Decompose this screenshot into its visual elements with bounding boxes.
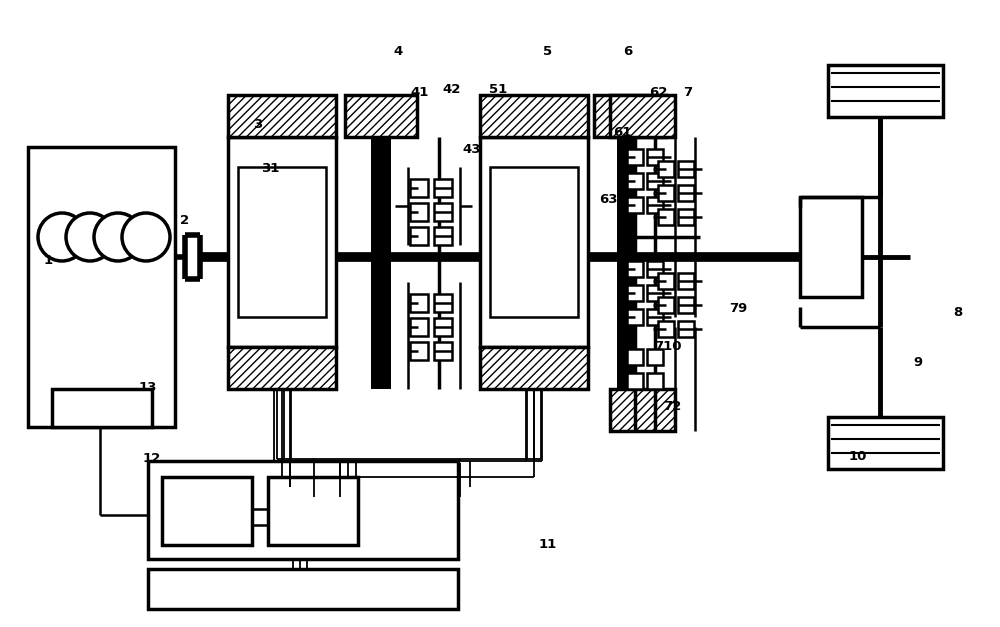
- Bar: [627, 261, 643, 277]
- Text: 4: 4: [393, 45, 403, 58]
- Bar: [627, 285, 643, 301]
- Bar: [678, 185, 694, 201]
- Bar: [828, 417, 943, 469]
- Bar: [52, 389, 152, 427]
- Text: 62: 62: [649, 87, 667, 99]
- Bar: [678, 161, 694, 177]
- Text: 1: 1: [43, 254, 53, 266]
- Bar: [647, 173, 663, 189]
- Text: 42: 42: [443, 83, 461, 95]
- Bar: [434, 227, 452, 245]
- Bar: [480, 347, 588, 389]
- Text: 11: 11: [539, 538, 557, 551]
- Bar: [647, 149, 663, 165]
- Bar: [678, 297, 694, 313]
- Text: 710: 710: [654, 340, 682, 352]
- Bar: [345, 95, 417, 137]
- Bar: [238, 167, 326, 317]
- Bar: [658, 321, 674, 337]
- Text: 6: 6: [623, 45, 633, 58]
- Bar: [658, 297, 674, 313]
- Circle shape: [122, 213, 170, 261]
- Bar: [678, 273, 694, 289]
- Bar: [162, 477, 252, 545]
- Bar: [627, 309, 643, 325]
- Text: 61: 61: [613, 127, 631, 139]
- Text: 3: 3: [253, 118, 263, 130]
- Text: 13: 13: [139, 381, 157, 394]
- Text: 9: 9: [913, 356, 923, 369]
- Bar: [678, 209, 694, 225]
- Bar: [480, 95, 588, 137]
- Bar: [658, 209, 674, 225]
- Bar: [480, 137, 588, 347]
- Text: 7: 7: [683, 87, 693, 99]
- Bar: [148, 569, 458, 609]
- Bar: [647, 285, 663, 301]
- Bar: [647, 197, 663, 213]
- Bar: [594, 95, 666, 137]
- Bar: [434, 318, 452, 336]
- Bar: [627, 149, 643, 165]
- Circle shape: [66, 213, 114, 261]
- Bar: [434, 342, 452, 360]
- Bar: [410, 203, 428, 221]
- Bar: [434, 203, 452, 221]
- Bar: [610, 389, 675, 431]
- Bar: [268, 477, 358, 545]
- Text: 79: 79: [729, 302, 747, 315]
- Text: 10: 10: [849, 450, 867, 463]
- Bar: [647, 309, 663, 325]
- Bar: [410, 179, 428, 197]
- Bar: [627, 373, 643, 389]
- Text: 72: 72: [663, 400, 681, 413]
- Bar: [434, 179, 452, 197]
- Bar: [800, 197, 862, 297]
- Text: 5: 5: [543, 45, 553, 58]
- Text: 8: 8: [953, 306, 963, 319]
- Bar: [617, 137, 637, 389]
- Bar: [828, 65, 943, 117]
- Bar: [410, 294, 428, 312]
- Bar: [410, 318, 428, 336]
- Bar: [410, 342, 428, 360]
- Bar: [28, 147, 175, 427]
- Bar: [627, 197, 643, 213]
- Text: 2: 2: [180, 214, 190, 227]
- Bar: [647, 373, 663, 389]
- Bar: [658, 161, 674, 177]
- Bar: [148, 461, 458, 559]
- Text: 12: 12: [143, 453, 161, 465]
- Text: 31: 31: [261, 162, 279, 174]
- Bar: [658, 273, 674, 289]
- Bar: [647, 349, 663, 365]
- Bar: [371, 137, 391, 389]
- Bar: [228, 95, 336, 137]
- Circle shape: [38, 213, 86, 261]
- Bar: [658, 185, 674, 201]
- Bar: [228, 347, 336, 389]
- Text: 51: 51: [489, 83, 507, 95]
- Bar: [410, 227, 428, 245]
- Text: 41: 41: [411, 87, 429, 99]
- Text: 63: 63: [599, 193, 617, 206]
- Bar: [627, 173, 643, 189]
- Bar: [678, 321, 694, 337]
- Text: 43: 43: [463, 143, 481, 155]
- Bar: [647, 261, 663, 277]
- Bar: [610, 95, 675, 137]
- Bar: [434, 294, 452, 312]
- Bar: [490, 167, 578, 317]
- Bar: [627, 349, 643, 365]
- Bar: [228, 137, 336, 347]
- Circle shape: [94, 213, 142, 261]
